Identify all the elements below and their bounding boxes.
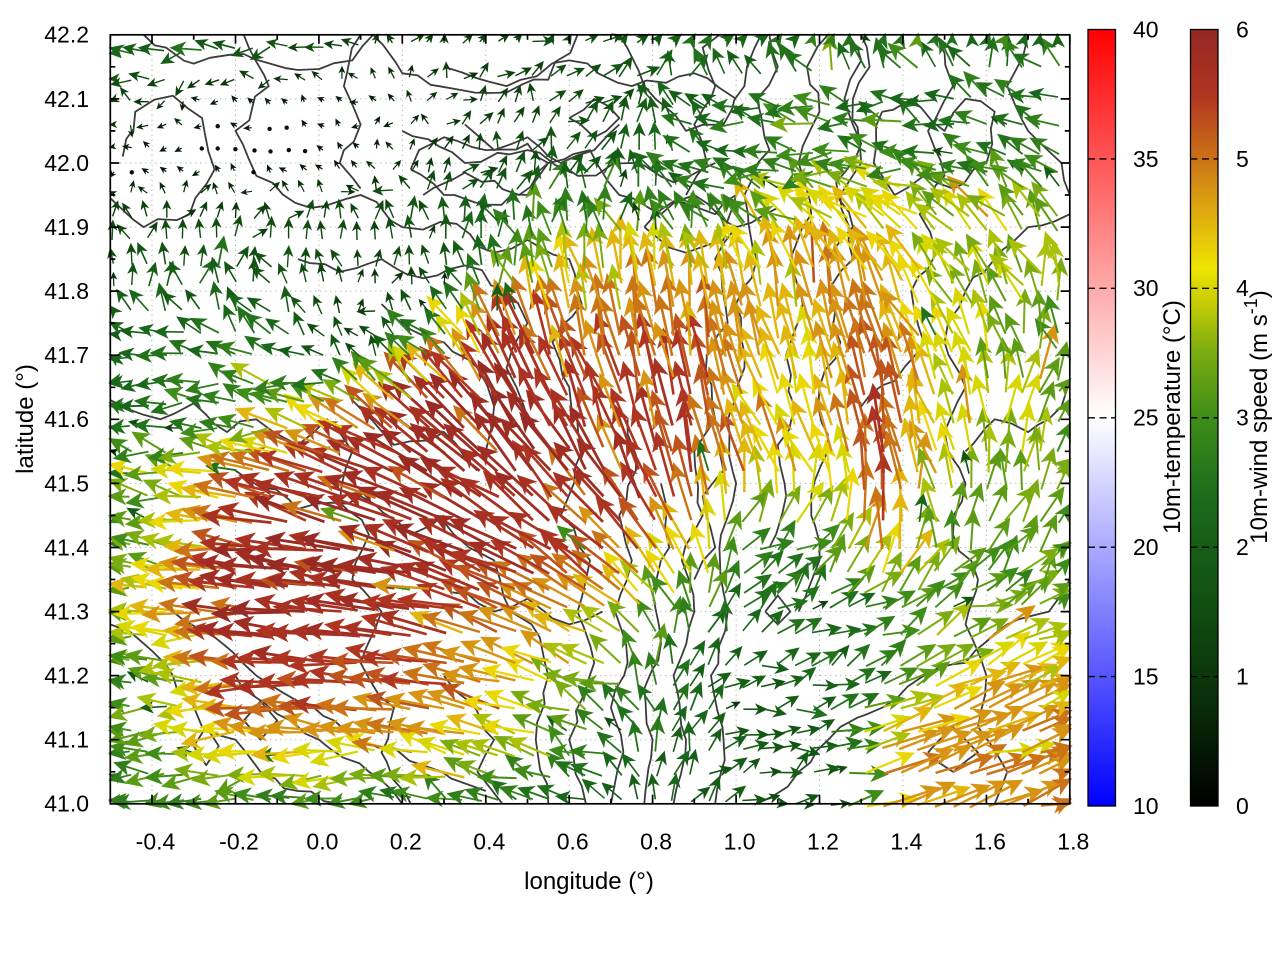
svg-text:10m-wind speed (m s-1): 10m-wind speed (m s-1) [1241, 290, 1273, 543]
svg-text:41.9: 41.9 [44, 214, 89, 240]
svg-text:longitude (°): longitude (°) [524, 868, 654, 895]
svg-text:40: 40 [1133, 16, 1159, 42]
svg-text:25: 25 [1133, 405, 1159, 431]
svg-text:1.8: 1.8 [1057, 828, 1089, 854]
svg-text:4: 4 [1236, 275, 1249, 301]
svg-text:0.2: 0.2 [390, 828, 422, 854]
svg-text:41.2: 41.2 [44, 663, 89, 689]
svg-text:41.1: 41.1 [44, 727, 89, 753]
svg-text:0.0: 0.0 [306, 828, 338, 854]
svg-text:0.6: 0.6 [557, 828, 589, 854]
svg-text:41.4: 41.4 [44, 534, 89, 560]
svg-text:3: 3 [1236, 405, 1249, 431]
svg-text:42.1: 42.1 [44, 86, 89, 112]
svg-text:2: 2 [1236, 534, 1249, 560]
svg-text:1.4: 1.4 [890, 828, 922, 854]
svg-text:10m-temperature (°C): 10m-temperature (°C) [1159, 300, 1186, 534]
svg-text:1.0: 1.0 [724, 828, 756, 854]
svg-text:5: 5 [1236, 146, 1249, 172]
svg-text:-0.2: -0.2 [219, 828, 259, 854]
svg-text:35: 35 [1133, 146, 1159, 172]
svg-text:30: 30 [1133, 275, 1159, 301]
svg-text:-0.4: -0.4 [136, 828, 176, 854]
svg-text:15: 15 [1133, 664, 1159, 690]
svg-text:41.7: 41.7 [44, 342, 89, 368]
svg-text:41.6: 41.6 [44, 406, 89, 432]
svg-text:42.0: 42.0 [44, 150, 89, 176]
svg-text:1.2: 1.2 [807, 828, 839, 854]
svg-text:41.0: 41.0 [44, 791, 89, 817]
svg-text:latitude (°): latitude (°) [12, 364, 39, 474]
svg-text:1: 1 [1236, 664, 1249, 690]
svg-text:42.2: 42.2 [44, 22, 89, 48]
svg-text:10: 10 [1133, 793, 1159, 819]
svg-text:0.4: 0.4 [473, 828, 505, 854]
svg-text:1.6: 1.6 [974, 828, 1006, 854]
svg-text:20: 20 [1133, 534, 1159, 560]
svg-text:6: 6 [1236, 16, 1249, 42]
svg-text:41.5: 41.5 [44, 470, 89, 496]
svg-text:0.8: 0.8 [640, 828, 672, 854]
svg-text:41.8: 41.8 [44, 278, 89, 304]
svg-text:0: 0 [1236, 793, 1249, 819]
svg-text:41.3: 41.3 [44, 599, 89, 625]
